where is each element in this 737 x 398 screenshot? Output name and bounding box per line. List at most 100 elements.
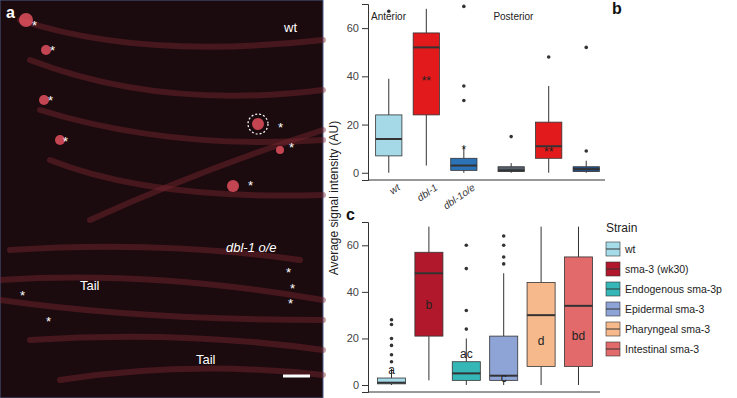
outlier [390, 323, 394, 327]
median [564, 305, 592, 307]
legend-swatch [606, 262, 620, 276]
tick-mark [362, 28, 368, 29]
whisker [466, 380, 467, 385]
tick-label: 20 [347, 332, 359, 344]
panel-label: a [6, 4, 15, 21]
asterisk: * [288, 296, 293, 311]
outlier [547, 55, 551, 59]
y-axis-line [362, 5, 369, 181]
y-axis-line [362, 223, 369, 393]
legend-label: sma-3 (wk30) [625, 263, 689, 275]
legend-swatch-median [606, 269, 620, 270]
facet-label: Anterior [371, 11, 407, 22]
asterisk: * [50, 43, 55, 58]
tick: 60 [347, 22, 368, 34]
box [564, 257, 592, 366]
legend-label: Intestinal sma-3 [625, 343, 699, 355]
box [573, 167, 599, 172]
outlier [465, 243, 469, 247]
tick: 60 [347, 239, 368, 251]
median [376, 138, 402, 140]
median [415, 272, 443, 274]
asterisk: * [32, 18, 37, 33]
whisker [578, 227, 579, 257]
outlier [390, 318, 394, 322]
tick: 40 [347, 286, 368, 298]
tick-mark [362, 385, 368, 386]
facet-label: Posterior [493, 11, 534, 22]
legend-swatch-median [606, 289, 620, 290]
box [527, 283, 555, 367]
tick: 20 [347, 332, 368, 344]
worm [90, 130, 323, 220]
tick-label: 0 [353, 379, 359, 391]
median [573, 168, 599, 170]
whisker [428, 227, 429, 253]
x-axis-line [368, 392, 600, 393]
panel-label: c [346, 206, 355, 223]
tick: 0 [353, 167, 368, 179]
image-panel: awtdbl-1 o/eTailTail************ [0, 0, 323, 398]
legend-swatch-median [606, 349, 620, 350]
legend-swatch-median [606, 329, 620, 330]
box [451, 158, 477, 170]
outlier [462, 84, 466, 88]
image-label: wt [283, 20, 297, 35]
box [452, 362, 480, 381]
legend-swatch-median [606, 249, 620, 250]
asterisk: * [290, 281, 295, 296]
asterisk: * [248, 178, 253, 193]
legend-swatch [606, 322, 620, 336]
annotation: ** [422, 74, 432, 88]
tick-label: 60 [347, 22, 359, 34]
whisker [388, 156, 389, 173]
annotation: a [388, 363, 395, 377]
fluorescent-spot [19, 13, 33, 27]
outlier [509, 135, 513, 139]
legend-label: wt [624, 243, 636, 255]
whisker [426, 9, 427, 33]
whisker [426, 115, 427, 166]
outlier [584, 149, 588, 153]
annotation: ** [544, 145, 554, 159]
outlier [502, 243, 506, 247]
legend-label: Pharyngeal sma-3 [625, 323, 710, 335]
chart-c-texts: abaccdbdc [346, 206, 585, 385]
outlier [390, 337, 394, 341]
box [376, 115, 402, 156]
median [498, 169, 524, 171]
legend-swatch [606, 242, 620, 256]
fluorescent-spot [227, 180, 239, 192]
legend-label: Epidermal sma-3 [625, 303, 705, 315]
tick-label: 60 [347, 239, 359, 251]
tick-mark [362, 338, 368, 339]
tick-label: 0 [353, 167, 359, 179]
tick-label: 40 [347, 286, 359, 298]
legend-title: Strain [606, 221, 637, 235]
tick-label: 40 [347, 70, 359, 82]
median [527, 314, 555, 316]
outlier [462, 99, 466, 103]
box [536, 122, 562, 158]
annotation: b [426, 298, 433, 312]
whisker [541, 227, 542, 283]
legend-swatch-median [606, 309, 620, 310]
worm [30, 60, 323, 96]
tick-mark [362, 173, 368, 174]
outline [248, 114, 268, 134]
asterisk: * [278, 120, 283, 135]
whisker [586, 161, 587, 167]
worm [40, 110, 323, 142]
y-axis-title: Average signal intensity (AU) [327, 121, 341, 276]
tick-mark [362, 292, 368, 293]
annotation: ac [460, 347, 473, 361]
fluorescent-spot [276, 146, 284, 154]
tick-label: 20 [347, 119, 359, 131]
image-label: dbl-1 o/e [226, 240, 277, 255]
image-background [0, 0, 323, 398]
chart-c: 0204060abaccdbdc [346, 206, 600, 393]
legend: Strainwtsma-3 (wk30)Endogenous sma-3pEpi… [606, 221, 722, 356]
annotation: * [462, 143, 467, 157]
whisker [541, 366, 542, 385]
plot-area [377, 227, 592, 385]
